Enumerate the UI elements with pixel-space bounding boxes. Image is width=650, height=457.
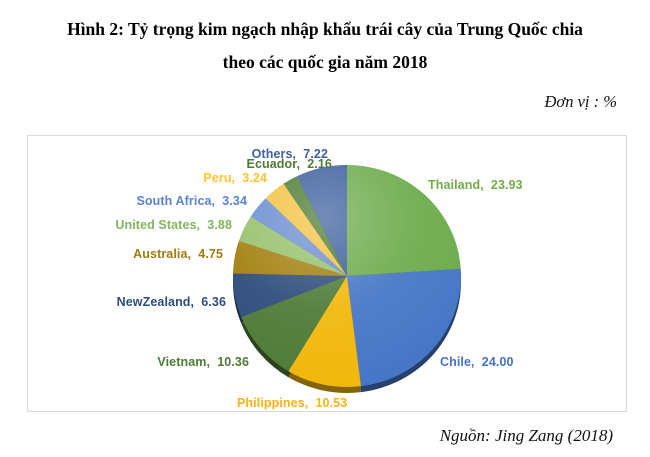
source-note: Nguồn: Jing Zang (2018) — [439, 426, 613, 445]
pie-chart — [233, 165, 462, 393]
pie-label-south-africa: South Africa, 3.34 — [136, 194, 247, 208]
pie-label-thailand: Thailand, 23.93 — [428, 178, 523, 192]
pie-label-vietnam: Vietnam, 10.36 — [157, 355, 249, 369]
unit-note: Đơn vị : % — [544, 92, 618, 111]
pie-label-ecuador: Ecuador, 2.16 — [246, 157, 332, 171]
figure-title-line2: theo các quốc gia năm 2018 — [222, 52, 428, 72]
pie-label-peru: Peru, 3.24 — [203, 171, 267, 185]
pie-label-others: Others, 7.22 — [251, 147, 328, 161]
pie-label-united-states: United States, 3.88 — [115, 218, 232, 232]
pie-label-australia: Australia, 4.75 — [133, 247, 223, 261]
pie-label-philippines: Philippines, 10.53 — [237, 396, 348, 410]
figure-title: Hình 2: Tỷ trọng kim ngạch nhập khẩu trá… — [0, 13, 650, 79]
pie-label-chile: Chile, 24.00 — [440, 355, 514, 369]
figure-title-line1: Hình 2: Tỷ trọng kim ngạch nhập khẩu trá… — [67, 19, 583, 39]
pie-chart-area: Thailand, 23.93 Chile, 24.00 Philippines, … — [27, 135, 627, 412]
pie-label-newzealand: NewZealand, 6.36 — [116, 295, 226, 309]
pie-slices — [233, 165, 462, 387]
